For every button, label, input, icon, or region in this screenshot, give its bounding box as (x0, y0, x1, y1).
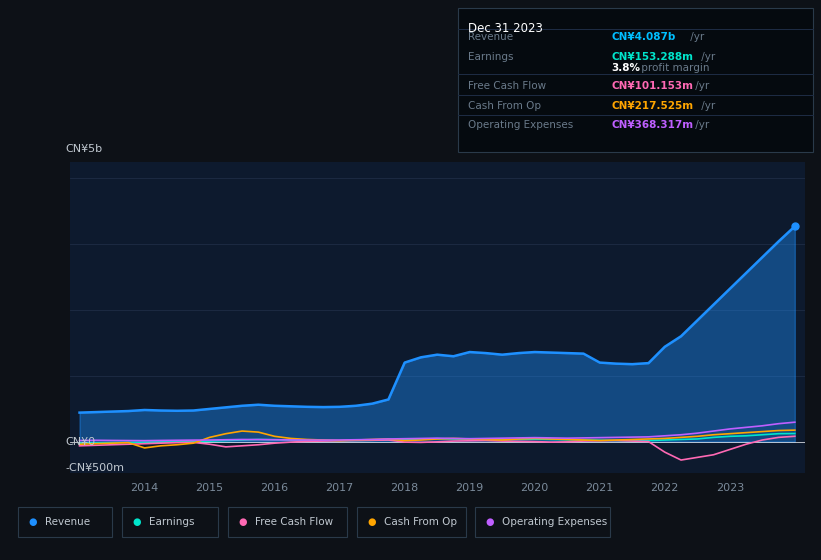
Text: Free Cash Flow: Free Cash Flow (255, 517, 333, 527)
Text: CN¥4.087b: CN¥4.087b (612, 32, 676, 42)
Text: Free Cash Flow: Free Cash Flow (468, 81, 546, 91)
Text: ●: ● (239, 517, 247, 527)
Text: /yr: /yr (692, 81, 709, 91)
Text: CN¥368.317m: CN¥368.317m (612, 120, 694, 130)
Text: Cash From Op: Cash From Op (468, 101, 541, 111)
Text: /yr: /yr (698, 101, 715, 111)
Text: CN¥5b: CN¥5b (66, 144, 103, 154)
Text: profit margin: profit margin (638, 63, 709, 73)
Text: Revenue: Revenue (468, 32, 513, 42)
Text: ●: ● (485, 517, 493, 527)
Text: CN¥217.525m: CN¥217.525m (612, 101, 694, 111)
Text: Operating Expenses: Operating Expenses (502, 517, 607, 527)
Text: Operating Expenses: Operating Expenses (468, 120, 573, 130)
Text: Dec 31 2023: Dec 31 2023 (468, 22, 543, 35)
Text: /yr: /yr (698, 52, 715, 62)
Text: Revenue: Revenue (45, 517, 90, 527)
Text: CN¥0: CN¥0 (66, 437, 96, 446)
Text: 3.8%: 3.8% (612, 63, 640, 73)
Text: ●: ● (132, 517, 140, 527)
Text: CN¥153.288m: CN¥153.288m (612, 52, 694, 62)
Text: Cash From Op: Cash From Op (384, 517, 457, 527)
Text: Earnings: Earnings (468, 52, 513, 62)
Text: Earnings: Earnings (149, 517, 194, 527)
Text: ●: ● (29, 517, 37, 527)
Text: /yr: /yr (687, 32, 704, 42)
Text: CN¥101.153m: CN¥101.153m (612, 81, 694, 91)
Text: ●: ● (368, 517, 376, 527)
Text: /yr: /yr (692, 120, 709, 130)
Text: -CN¥500m: -CN¥500m (66, 463, 125, 473)
